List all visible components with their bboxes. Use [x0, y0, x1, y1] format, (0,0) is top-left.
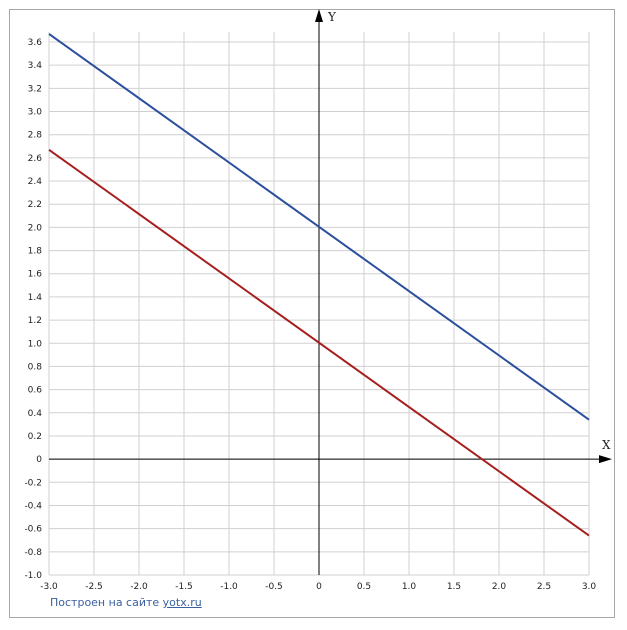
y-tick-label: 0 [36, 455, 42, 465]
y-tick-label: 0.8 [28, 362, 43, 372]
axes [49, 9, 612, 575]
y-tick-label: 1.4 [28, 293, 43, 303]
x-tick-label: -3.0 [40, 582, 58, 592]
y-tick-label: 2.6 [28, 154, 43, 164]
tick-labels: -3.0 -2.5 -2.0 -1.5 -1.0 -0.5 0 0.5 1.0 1.5 2.0 2.5… [24, 38, 596, 592]
chart-frame [9, 9, 615, 618]
y-tick-label: 1.2 [28, 316, 42, 326]
y-tick-label: 3.2 [28, 84, 42, 94]
x-tick-label: 0 [316, 582, 322, 592]
x-tick-label: -1.5 [175, 582, 193, 592]
y-tick-label: -0.8 [24, 548, 42, 558]
x-tick-label: 1.5 [447, 582, 461, 592]
x-axis-label: X [602, 438, 611, 452]
y-tick-label: 2.2 [28, 200, 42, 210]
x-tick-label: 3.0 [582, 582, 597, 592]
y-tick-label: 1.8 [28, 247, 43, 257]
series-lines [48, 33, 590, 537]
y-tick-label: 1.6 [28, 270, 43, 280]
series-line-1 [48, 33, 590, 421]
credit-link[interactable]: yotx.ru [162, 596, 202, 609]
y-axis-arrow [315, 9, 323, 22]
x-tick-label: -2.5 [85, 582, 103, 592]
x-tick-label: -1.0 [220, 582, 238, 592]
y-tick-label: 3.6 [28, 38, 43, 48]
x-axis-arrow [599, 455, 612, 464]
y-tick-label: -0.4 [24, 501, 42, 511]
y-tick-label: 3.0 [28, 108, 43, 118]
y-tick-label: 2.4 [28, 177, 43, 187]
x-tick-label: -2.0 [130, 582, 148, 592]
credit-line: Построен на сайте yotx.ru [50, 596, 202, 609]
y-tick-label: 0.6 [28, 386, 43, 396]
y-tick-label: 0.4 [28, 409, 43, 419]
y-tick-label: 2.8 [28, 131, 43, 141]
x-tick-label: 2.5 [537, 582, 551, 592]
y-tick-label: 3.4 [28, 61, 43, 71]
y-tick-label: -0.2 [24, 478, 42, 488]
y-tick-label: 0.2 [28, 432, 42, 442]
y-tick-label: 2.0 [28, 223, 43, 233]
x-tick-label: 1.0 [402, 582, 417, 592]
y-axis-label: Y [327, 10, 337, 24]
y-tick-label: 1.0 [28, 339, 43, 349]
series-line-2 [48, 148, 590, 537]
credit-text: Построен на сайте [50, 596, 163, 609]
x-tick-label: 0.5 [357, 582, 371, 592]
y-tick-label: -0.6 [24, 525, 42, 535]
y-tick-label: -1.0 [24, 571, 42, 581]
x-tick-label: 2.0 [492, 582, 507, 592]
x-tick-label: -0.5 [265, 582, 283, 592]
